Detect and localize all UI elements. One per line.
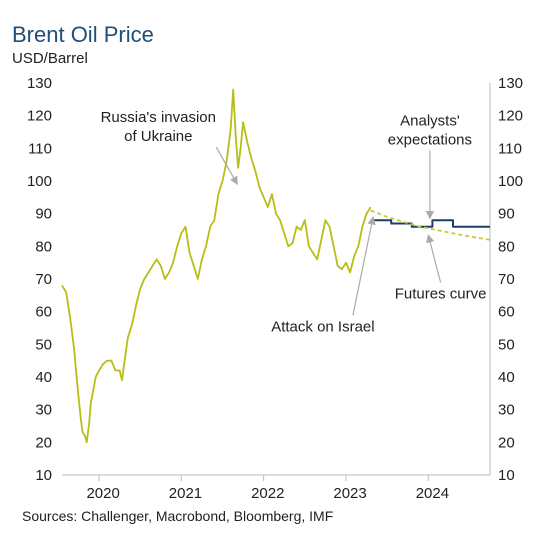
annotation-arrow-1 [215, 146, 238, 185]
y-tick-label-left: 50 [35, 336, 52, 353]
y-tick-label-right: 80 [498, 238, 515, 255]
y-tick-label-right: 130 [498, 75, 523, 92]
y-tick-label-right: 10 [498, 467, 515, 484]
y-tick-label-left: 120 [27, 108, 52, 125]
y-tick-label-left: 110 [28, 140, 52, 157]
y-tick-label-left: 20 [35, 434, 52, 451]
annotation-2: Analysts' expectations [388, 112, 472, 148]
annotation-4: Attack on Israel [271, 318, 374, 335]
annotation-arrow-3 [426, 234, 442, 283]
y-tick-label-right: 40 [498, 369, 515, 386]
y-tick-label-left: 40 [35, 369, 52, 386]
y-tick-label-right: 50 [498, 336, 515, 353]
y-tick-label-left: 60 [35, 304, 52, 321]
annotation-3: Futures curve [395, 286, 487, 303]
y-tick-label-right: 90 [498, 206, 515, 223]
x-tick-label: 2020 [86, 485, 119, 502]
y-tick-label-left: 10 [35, 467, 52, 484]
series-line-3 [370, 209, 491, 241]
y-tick-label-left: 90 [35, 206, 52, 223]
y-tick-label-right: 30 [498, 402, 515, 419]
y-tick-label-left: 70 [35, 271, 52, 288]
annotation-arrow-4 [352, 216, 376, 316]
y-tick-label-left: 30 [35, 402, 52, 419]
x-tick-label: 2022 [251, 485, 284, 502]
y-axis-label: USD/Barrel [12, 50, 88, 67]
y-tick-label-right: 70 [498, 271, 515, 288]
y-tick-label-left: 130 [27, 75, 52, 92]
x-tick-label: 2024 [416, 485, 449, 502]
annotation-1: Russia's invasion of Ukraine [101, 109, 216, 145]
y-tick-label-right: 120 [498, 108, 523, 125]
y-tick-label-left: 100 [27, 173, 52, 190]
x-tick-label: 2021 [169, 485, 202, 502]
chart-source: Sources: Challenger, Macrobond, Bloomber… [22, 508, 334, 524]
y-tick-label-left: 80 [35, 238, 52, 255]
x-tick-label: 2023 [333, 485, 366, 502]
y-tick-label-right: 110 [498, 140, 522, 157]
series-line-2 [370, 219, 490, 228]
chart-title: Brent Oil Price [12, 22, 154, 47]
y-tick-label-right: 20 [498, 434, 515, 451]
series-line-1 [61, 88, 372, 444]
y-tick-label-right: 100 [498, 173, 523, 190]
y-tick-label-right: 60 [498, 304, 515, 321]
